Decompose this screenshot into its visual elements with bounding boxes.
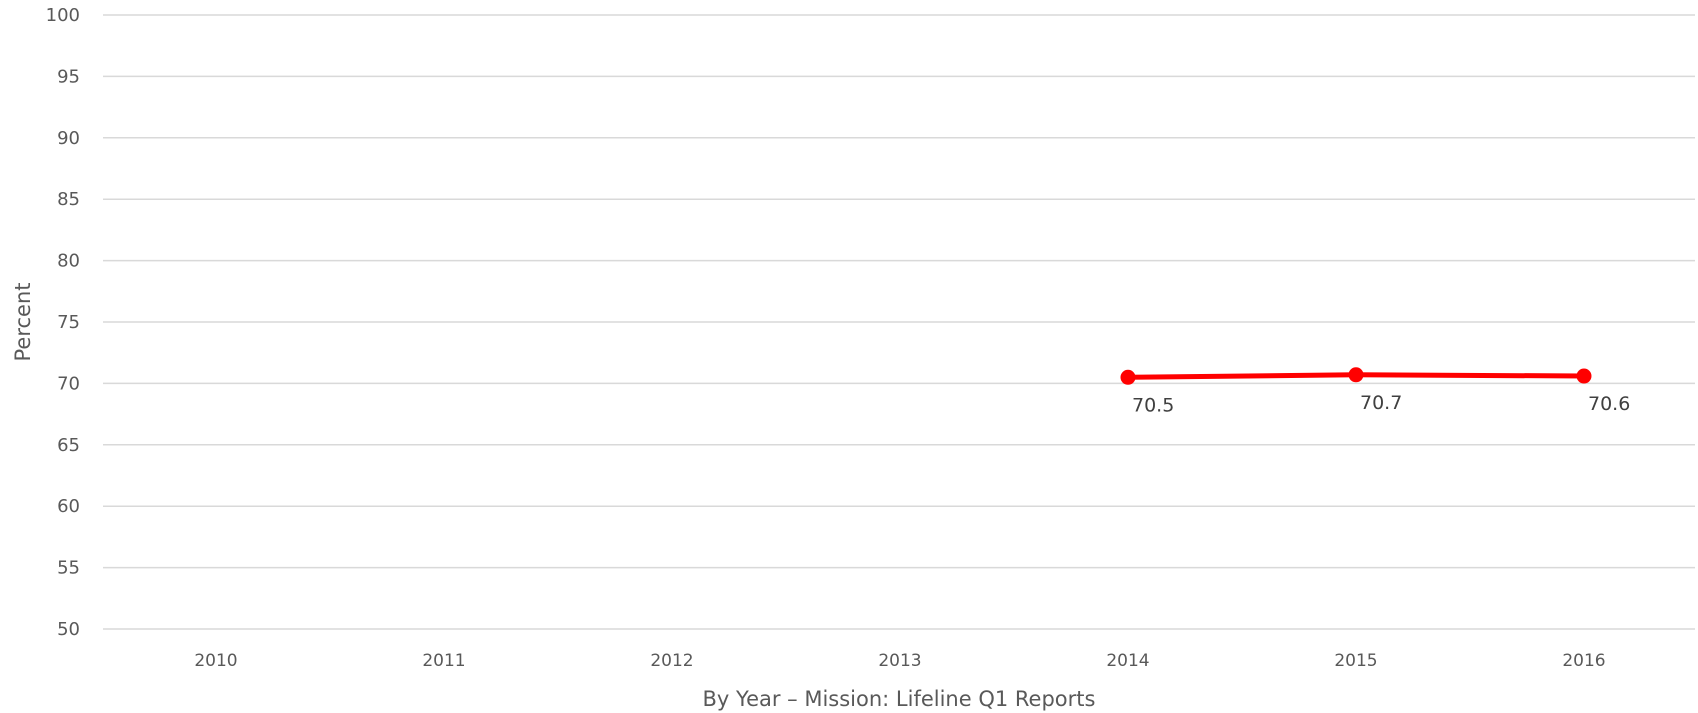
y-tick-label-50: 50	[57, 619, 80, 640]
x-axis-title: By Year – Mission: Lifeline Q1 Reports	[703, 687, 1096, 711]
x-tick-label-2010: 2010	[194, 651, 237, 671]
gridlines	[103, 14, 1695, 630]
y-tick-label-75: 75	[57, 312, 80, 333]
y-tick-label-85: 85	[57, 189, 80, 210]
y-tick-label-90: 90	[57, 128, 80, 149]
data-label-2016: 70.6	[1588, 393, 1630, 415]
x-tick-label-2016: 2016	[1562, 651, 1605, 671]
y-tick-label-65: 65	[57, 435, 80, 456]
data-label-2014: 70.5	[1132, 394, 1174, 416]
y-axis-title: Percent	[11, 282, 35, 361]
y-tick-label-55: 55	[57, 558, 80, 579]
data-label-2015: 70.7	[1360, 392, 1402, 414]
data-labels: 70.5 70.7 70.6	[1132, 392, 1630, 416]
x-tick-label-2013: 2013	[878, 651, 921, 671]
x-tick-label-2015: 2015	[1334, 651, 1377, 671]
y-tick-label-60: 60	[57, 496, 80, 517]
data-point-2015	[1348, 367, 1364, 383]
x-tick-label-2011: 2011	[422, 651, 465, 671]
x-tick-label-2014: 2014	[1106, 651, 1149, 671]
y-tick-label-100: 100	[46, 5, 80, 26]
series-layer	[1120, 367, 1592, 385]
data-point-2014	[1120, 369, 1136, 385]
y-tick-label-70: 70	[57, 373, 80, 394]
y-tick-label-95: 95	[57, 66, 80, 87]
y-axis-ticks: 50 55 60 65 70 75 80 85 90 95 100	[46, 5, 80, 640]
y-tick-label-80: 80	[57, 251, 80, 272]
x-tick-label-2012: 2012	[650, 651, 693, 671]
x-axis-ticks: 2010 2011 2012 2013 2014 2015 2016	[194, 651, 1605, 671]
data-point-2016	[1576, 368, 1592, 384]
